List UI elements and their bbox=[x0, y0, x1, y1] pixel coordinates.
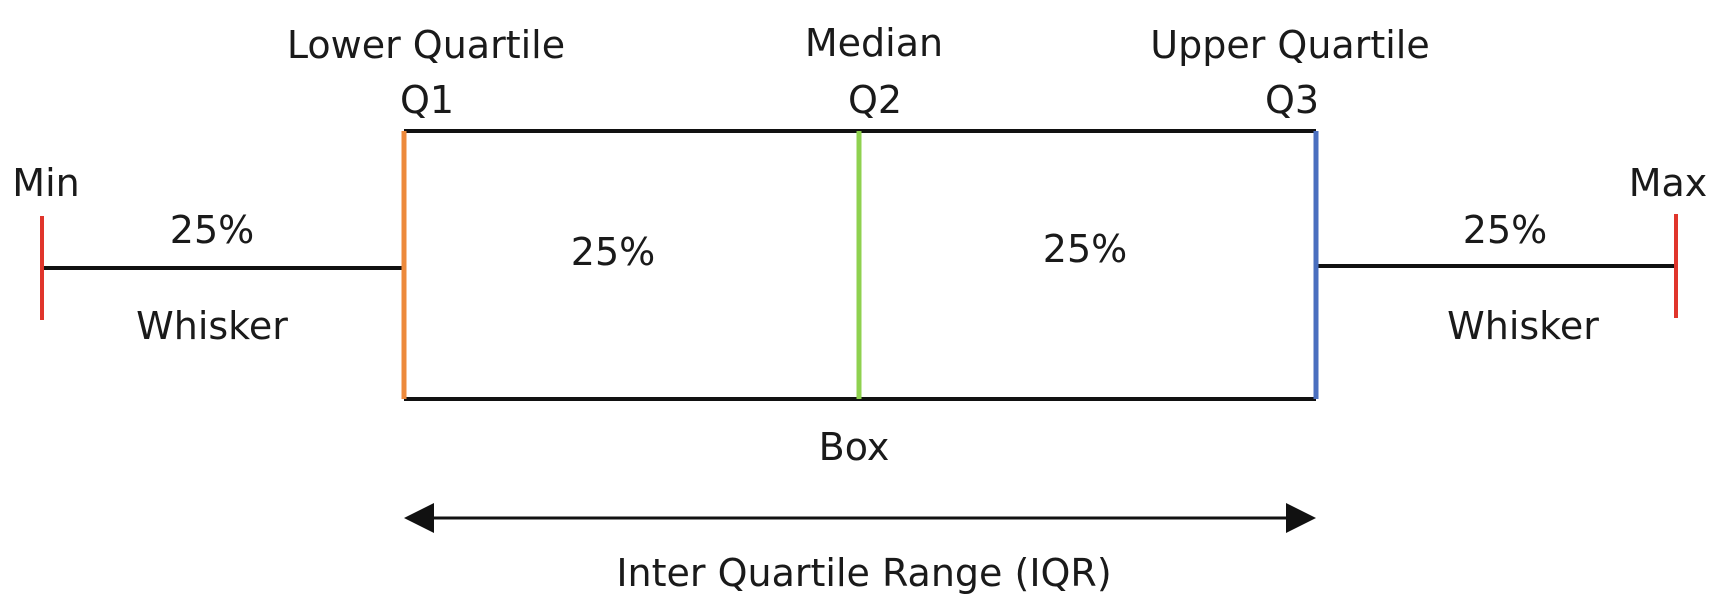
lower-quartile-label: Lower Quartile bbox=[287, 23, 565, 67]
median-label: Median bbox=[805, 21, 943, 65]
right-whisker-percent: 25% bbox=[1463, 208, 1547, 252]
iqr-label: Inter Quartile Range (IQR) bbox=[616, 551, 1111, 595]
left-whisker-label: Whisker bbox=[136, 304, 288, 348]
right-whisker-label: Whisker bbox=[1447, 304, 1599, 348]
left-whisker-percent: 25% bbox=[170, 208, 254, 252]
q3-label: Q3 bbox=[1265, 78, 1319, 122]
q1-label: Q1 bbox=[400, 78, 454, 122]
left-box-percent: 25% bbox=[571, 230, 655, 274]
box-label: Box bbox=[819, 425, 890, 469]
upper-quartile-label: Upper Quartile bbox=[1150, 23, 1429, 67]
min-label: Min bbox=[12, 161, 79, 205]
q2-label: Q2 bbox=[848, 78, 902, 122]
max-label: Max bbox=[1629, 161, 1708, 205]
right-box-percent: 25% bbox=[1043, 227, 1127, 271]
